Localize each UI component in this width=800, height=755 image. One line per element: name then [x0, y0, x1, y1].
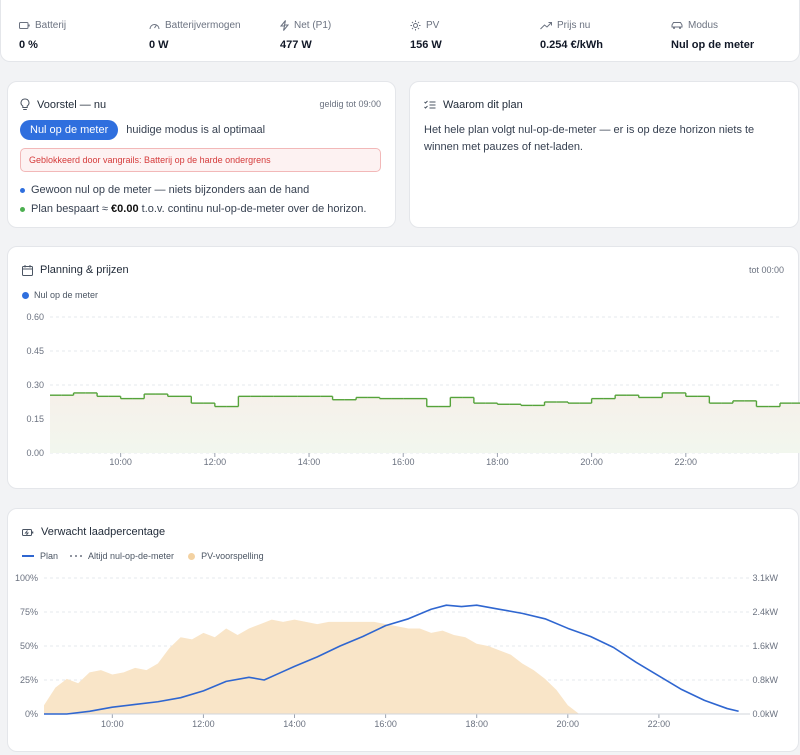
legend-pv-swatch[interactable]	[188, 552, 196, 560]
planning-title: Planning & prijzen	[22, 264, 129, 276]
y-right-tick-label: 2.4kW	[752, 607, 778, 617]
soc-chart: 100% 75% 50% 25% 0% 3.1kW 2.4kW 1.6kW 0.8kW 0.0kW…	[15, 573, 779, 729]
planning-title-text: Planning & prijzen	[40, 264, 129, 276]
x-tick-label: 14:00	[283, 719, 306, 729]
battery-icon	[19, 22, 30, 29]
y-left-tick-label: 0%	[25, 709, 38, 719]
car-icon	[671, 22, 683, 29]
legend-plan[interactable]: Plan	[40, 551, 59, 561]
bullet-text: Gewoon nul op de meter — niets bijzonder…	[31, 184, 310, 196]
x-tick-label: 18:00	[486, 457, 509, 467]
y-tick-label: 0.30	[26, 380, 44, 390]
stat-label: Batterijvermogen	[165, 20, 241, 31]
planning-legend[interactable]: Nul op de meter	[22, 290, 98, 300]
stat-mode: Modus Nul op de meter	[671, 20, 754, 51]
bolt-icon	[280, 20, 289, 31]
price-chart: 0.60 0.45 0.30 0.15 0.00 10:00 12:00 14:00 16:00…	[26, 312, 800, 467]
bullet-dot	[20, 187, 25, 193]
legend-label: Nul op de meter	[34, 290, 99, 300]
stat-value: 0 %	[19, 39, 38, 51]
x-tick-label: 20:00	[580, 457, 603, 467]
y-right-tick-label: 3.1kW	[752, 573, 778, 583]
why-text: Het hele plan volgt nul-op-de-meter — er…	[424, 124, 755, 153]
stat-battery-power: Batterijvermogen 0 W	[149, 20, 241, 51]
y-right-tick-label: 0.0kW	[752, 709, 778, 719]
stat-value: 477 W	[280, 39, 312, 51]
x-tick-label: 22:00	[648, 719, 671, 729]
checklist-icon	[424, 100, 436, 109]
stat-value: 0.254 €/kWh	[540, 39, 603, 51]
y-tick-label: 0.15	[26, 414, 44, 424]
x-tick-label: 22:00	[675, 457, 698, 467]
price-area	[50, 392, 800, 453]
y-tick-label: 0.60	[26, 312, 44, 322]
stat-value: Nul op de meter	[671, 39, 755, 51]
soc-title-text: Verwacht laadpercentage	[41, 526, 166, 538]
stats-bar: Batterij 0 % Batterijvermogen 0 W Net (P…	[0, 0, 800, 62]
x-tick-label: 10:00	[101, 719, 124, 729]
stat-label: Modus	[688, 20, 719, 31]
x-tick-label: 12:00	[192, 719, 215, 729]
y-left-tick-label: 75%	[20, 607, 38, 617]
y-left-tick-label: 25%	[20, 675, 38, 685]
savings-suffix: t.o.v. continu nul-op-de-meter over de h…	[141, 203, 367, 215]
why-title-text: Waarom dit plan	[443, 99, 523, 111]
stat-value: 0 W	[149, 39, 169, 51]
stat-label: PV	[426, 20, 440, 31]
bullet-savings: Plan bespaart ≈ €0.00 t.o.v. continu nul…	[20, 203, 366, 215]
valid-until: geldig tot 09:00	[319, 99, 381, 109]
legend-pv[interactable]: PV-voorspelling	[201, 551, 264, 561]
stat-battery: Batterij 0 %	[19, 20, 66, 51]
calendar-icon	[22, 264, 33, 276]
soc-title: Verwacht laadpercentage	[22, 526, 165, 538]
x-tick-label: 10:00	[109, 457, 132, 467]
plan-line	[44, 604, 739, 715]
bullet-dot	[20, 206, 25, 212]
soc-legend: Plan Altijd nul-op-de-meter PV-voorspell…	[22, 551, 264, 561]
stat-value: 156 W	[410, 39, 442, 51]
y-left-tick-label: 100%	[15, 573, 38, 583]
legend-dot	[22, 291, 29, 299]
stat-grid: Net (P1) 477 W	[280, 20, 331, 51]
lightbulb-icon	[20, 98, 30, 110]
legend-zero[interactable]: Altijd nul-op-de-meter	[88, 551, 175, 561]
bullet-normal: Gewoon nul op de meter — niets bijzonder…	[20, 184, 309, 196]
y-left-tick-label: 50%	[20, 641, 38, 651]
stat-pv: PV 156 W	[410, 20, 442, 51]
mode-note: huidige modus is al optimaal	[126, 124, 266, 136]
x-tick-label: 14:00	[298, 457, 321, 467]
x-tick-label: 12:00	[204, 457, 227, 467]
trend-up-icon	[540, 22, 552, 30]
savings-prefix: Plan bespaart ≈	[31, 203, 108, 215]
stat-label: Batterij	[35, 20, 67, 31]
proposal-card: Voorstel — nu geldig tot 09:00 Nul op de…	[7, 81, 396, 228]
gauge-icon	[149, 23, 160, 29]
sun-icon	[410, 20, 421, 31]
x-tick-label: 16:00	[392, 457, 415, 467]
y-right-tick-label: 1.6kW	[752, 641, 778, 651]
proposal-title: Voorstel — nu	[20, 98, 106, 111]
legend-line-plan[interactable]	[22, 554, 34, 558]
y-tick-label: 0.00	[26, 448, 44, 458]
planning-until: tot 00:00	[748, 265, 784, 275]
pv-forecast-area	[44, 619, 580, 714]
guardrail-alert: Geblokkeerd door vangrails: Batterij op …	[20, 148, 381, 172]
x-tick-label: 20:00	[557, 719, 580, 729]
stat-price: Prijs nu 0.254 €/kWh	[540, 20, 603, 51]
why-card: Waarom dit plan Het hele plan volgt nul-…	[409, 81, 799, 228]
battery-charging-icon	[22, 528, 34, 536]
x-tick-label: 18:00	[465, 719, 488, 729]
mode-pill[interactable]: Nul op de meter	[20, 120, 119, 140]
why-title: Waarom dit plan	[424, 99, 523, 111]
y-right-tick-label: 0.8kW	[752, 675, 778, 685]
stat-label: Prijs nu	[557, 20, 591, 31]
savings-amount: €0.00	[111, 203, 139, 215]
x-tick-label: 16:00	[374, 719, 397, 729]
legend-line-zero[interactable]	[70, 554, 83, 558]
stat-label: Net (P1)	[294, 20, 332, 31]
y-tick-label: 0.45	[26, 346, 44, 356]
proposal-title-text: Voorstel — nu	[37, 98, 107, 111]
